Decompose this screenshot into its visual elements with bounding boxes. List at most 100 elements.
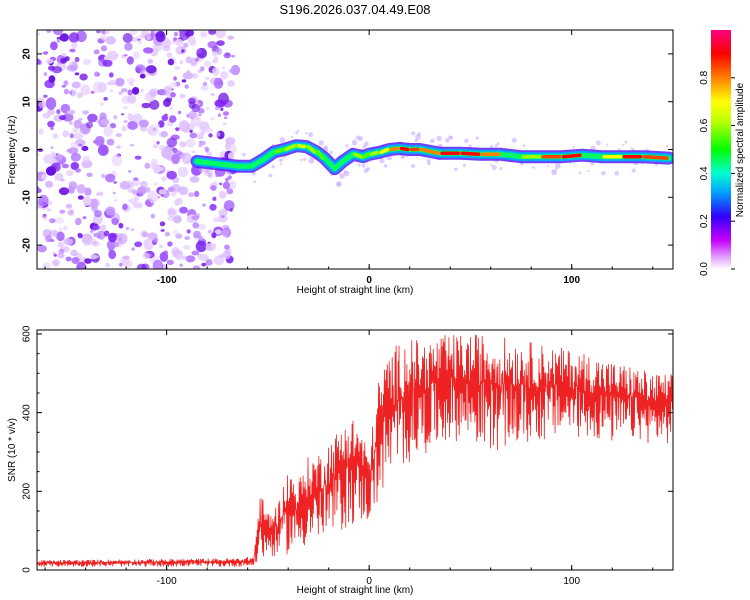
snr-frame [36,329,674,571]
track-halo-speck [445,137,450,143]
noise-speck [173,31,178,37]
noise-speck [213,56,219,60]
noise-speck [185,56,192,64]
noise-speck [126,179,131,185]
track-halo-speck [297,129,300,132]
noise-speck [103,230,110,237]
noise-speck [217,113,222,117]
noise-speck [95,30,102,34]
track-halo-speck [242,152,246,157]
noise-speck [152,164,161,174]
noise-speck [217,215,228,223]
noise-speck [214,99,226,108]
noise-speck [213,217,220,223]
noise-speck [101,45,108,52]
noise-speck [119,262,123,267]
noise-speck [184,236,191,240]
track-halo-speck [494,144,498,148]
noise-speck [197,108,205,114]
noise-speck [135,65,143,73]
noise-speck [148,88,157,98]
noise-speck [75,168,81,173]
track-halo-speck [606,143,609,146]
noise-speck [179,60,184,65]
noise-speck [229,208,233,212]
y-tick-label: 0 [22,146,33,152]
x-tick-label: 0 [366,576,372,587]
noise-speck [222,250,231,260]
noise-speck [178,30,187,35]
noise-speck [216,132,221,137]
noise-speck [191,150,196,153]
noise-speck [111,217,119,226]
track-halo-speck [417,132,421,137]
noise-speck [221,215,225,218]
noise-speck [130,228,135,232]
noise-speck [61,163,69,169]
noise-speck [179,263,183,267]
noise-speck [185,255,196,263]
noise-speck [59,209,66,214]
noise-speck [177,110,182,115]
noise-speck [214,229,222,235]
noise-speck [121,113,125,116]
noise-speck [63,88,69,95]
noise-speck [140,180,148,188]
noise-speck [161,114,169,122]
noise-speck [96,192,100,196]
noise-speck [123,120,128,123]
noise-speck [94,71,100,77]
noise-speck [218,209,228,217]
noise-speck [95,135,105,146]
noise-speck [107,50,118,61]
track-halo-speck [411,131,416,136]
noise-speck [50,41,58,51]
noise-speck [52,30,64,36]
noise-speck [68,32,80,43]
noise-speck [114,198,118,202]
noise-speck [165,97,173,103]
noise-speck [47,120,55,128]
noise-speck [212,67,220,77]
noise-speck [126,77,136,84]
noise-speck [129,81,134,86]
noise-speck [56,109,61,115]
noise-speck [211,232,217,239]
noise-speck [208,30,217,35]
colorbar: 0.0 0.2 0.4 0.6 0.8 Normalized spectral ampl… [699,30,746,276]
track-halo-speck [205,169,210,174]
colorbar-tick-label: 0.4 [699,166,710,180]
noise-speck [186,229,191,234]
noise-speck [208,133,213,138]
noise-speck [173,230,179,236]
noise-speck [69,91,73,95]
noise-speck [175,127,180,131]
noise-speck [85,121,94,129]
noise-speck [105,262,110,268]
noise-speck [111,154,123,167]
noise-speck [191,250,200,256]
noise-speck [192,222,199,229]
noise-speck [167,241,173,247]
noise-speck [65,256,72,262]
noise-speck [116,145,121,149]
noise-speck [74,72,80,76]
noise-speck [93,49,100,55]
track-halo-speck [499,167,503,171]
noise-speck [169,106,174,111]
noise-speck [203,60,212,68]
track-halo-speck [427,161,431,166]
noise-speck [46,208,52,212]
track-halo-speck [204,147,210,153]
track-halo-speck [430,138,435,144]
noise-speck [188,192,195,197]
track-halo-speck [572,145,575,149]
track-halo-speck [345,144,349,148]
track-halo-speck [624,140,628,144]
noise-speck [108,232,117,243]
noise-speck [196,134,204,140]
noise-speck [207,41,217,49]
noise-speck [90,90,95,94]
colorbar-ticks: 0.0 0.2 0.4 0.6 0.8 [699,70,735,276]
noise-speck [132,87,140,95]
